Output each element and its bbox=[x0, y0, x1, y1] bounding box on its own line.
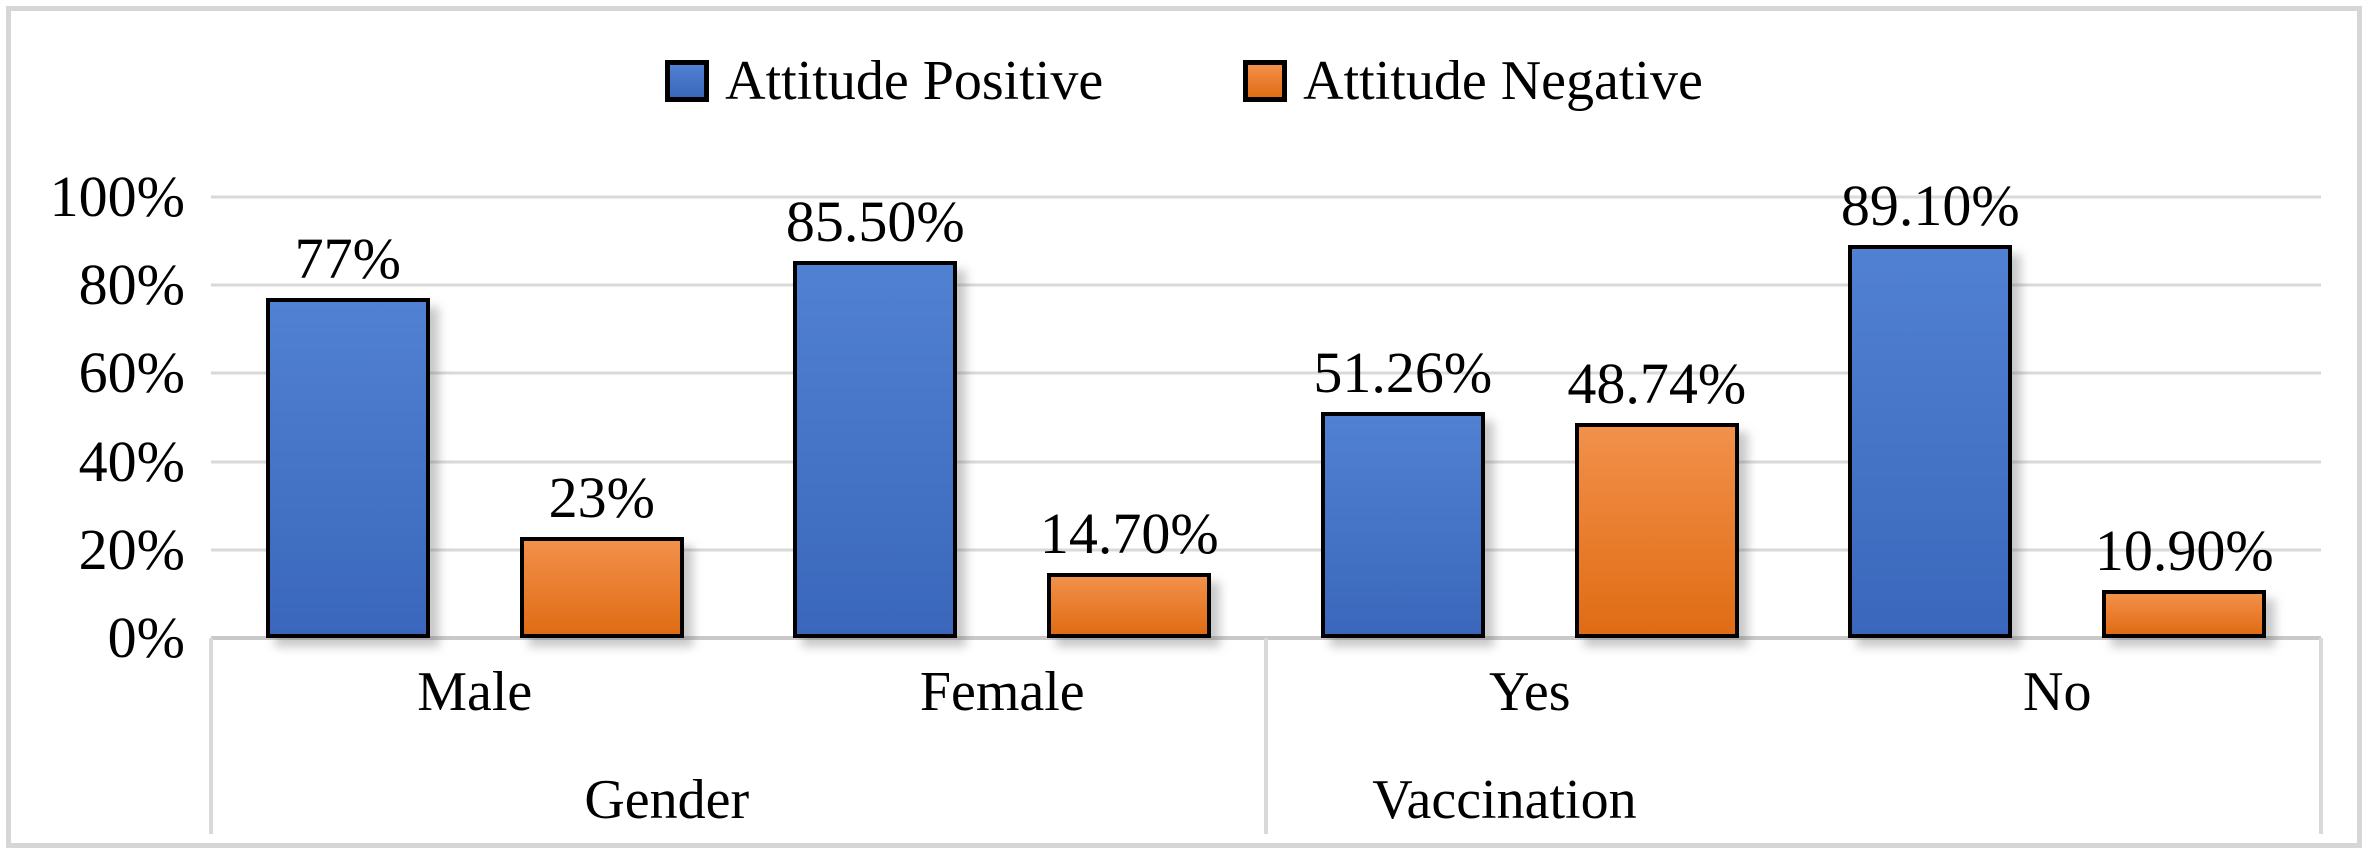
bar-no-attitude-positive: 89.10% bbox=[1841, 177, 2020, 638]
legend-swatch-positive-icon bbox=[665, 60, 710, 102]
group-label-gender: Gender bbox=[584, 769, 750, 831]
bar-female-attitude-negative: 14.70% bbox=[1040, 505, 1219, 638]
chart-frame: Attitude Positive Attitude Negative 77% 2… bbox=[6, 6, 2362, 848]
legend-item-attitude-negative: Attitude Negative bbox=[1243, 53, 1703, 109]
y-tick-label-20-: 20% bbox=[78, 516, 185, 582]
category-label-yes: Yes bbox=[1489, 661, 1571, 723]
data-label-yes-attitude-negative: 48.74% bbox=[1567, 351, 1747, 417]
category-group-female: 85.50% 14.70% bbox=[739, 192, 1267, 638]
legend-label-attitude-positive: Attitude Positive bbox=[725, 50, 1104, 112]
legend-swatch-negative-icon bbox=[1243, 60, 1288, 102]
data-label-male-attitude-negative: 23% bbox=[548, 464, 655, 530]
gridline-100- bbox=[211, 195, 2321, 199]
category-label-female: Female bbox=[919, 661, 1085, 723]
category-label-male: Male bbox=[417, 661, 533, 723]
y-tick-label-0-: 0% bbox=[107, 605, 185, 670]
legend-label-attitude-negative: Attitude Negative bbox=[1303, 50, 1703, 112]
axis-divider-right bbox=[2319, 638, 2323, 834]
category-axis: Male Female Yes No Gender Vaccination bbox=[209, 638, 2323, 834]
data-label-female-attitude-positive: 85.50% bbox=[785, 188, 965, 254]
data-label-female-attitude-negative: 14.70% bbox=[1039, 501, 1219, 567]
category-group-male: 77% 23% bbox=[211, 197, 739, 638]
plot-area: 77% 23% 85.50% 14.70% 51.26% 48.74% 89.10% 10.9… bbox=[50, 168, 2322, 667]
legend: Attitude Positive Attitude Negative bbox=[11, 53, 2357, 109]
gridline-80- bbox=[211, 283, 2321, 287]
group-label-vaccination: Vaccination bbox=[1372, 769, 1637, 831]
category-label-no: No bbox=[2023, 661, 2092, 723]
bar-female-attitude-positive: 85.50% bbox=[786, 192, 965, 638]
data-label-yes-attitude-positive: 51.26% bbox=[1313, 339, 1493, 405]
categories-row: 77% 23% 85.50% 14.70% 51.26% 48.74% 89.10% 10.9… bbox=[211, 177, 2322, 638]
axis-divider-left bbox=[209, 638, 213, 834]
bar-male-attitude-negative: 23% bbox=[519, 468, 684, 638]
y-tick-label-80-: 80% bbox=[78, 252, 185, 318]
bar-yes-attitude-negative: 48.74% bbox=[1567, 355, 1746, 638]
gridline-20- bbox=[211, 548, 2321, 552]
category-group-yes: 51.26% 48.74% bbox=[1266, 197, 1794, 638]
legend-item-attitude-positive: Attitude Positive bbox=[665, 53, 1103, 109]
bar-male-attitude-positive: 77% bbox=[265, 230, 430, 638]
y-tick-label-60-: 60% bbox=[78, 340, 185, 406]
data-label-no-attitude-negative: 10.90% bbox=[2094, 517, 2274, 583]
data-label-male-attitude-positive: 77% bbox=[294, 226, 401, 292]
category-group-no: 89.10% 10.90% bbox=[1794, 177, 2322, 638]
axis-divider-middle bbox=[1264, 638, 1268, 834]
gridline-40- bbox=[211, 460, 2321, 464]
data-label-no-attitude-positive: 89.10% bbox=[1840, 173, 2020, 239]
bar-yes-attitude-positive: 51.26% bbox=[1313, 343, 1492, 638]
y-tick-label-100-: 100% bbox=[49, 164, 185, 229]
bar-no-attitude-negative: 10.90% bbox=[2095, 521, 2274, 638]
category-labels-row: Male Female Yes No bbox=[211, 664, 2321, 720]
y-tick-label-40-: 40% bbox=[78, 428, 185, 494]
gridline-60- bbox=[211, 371, 2321, 375]
